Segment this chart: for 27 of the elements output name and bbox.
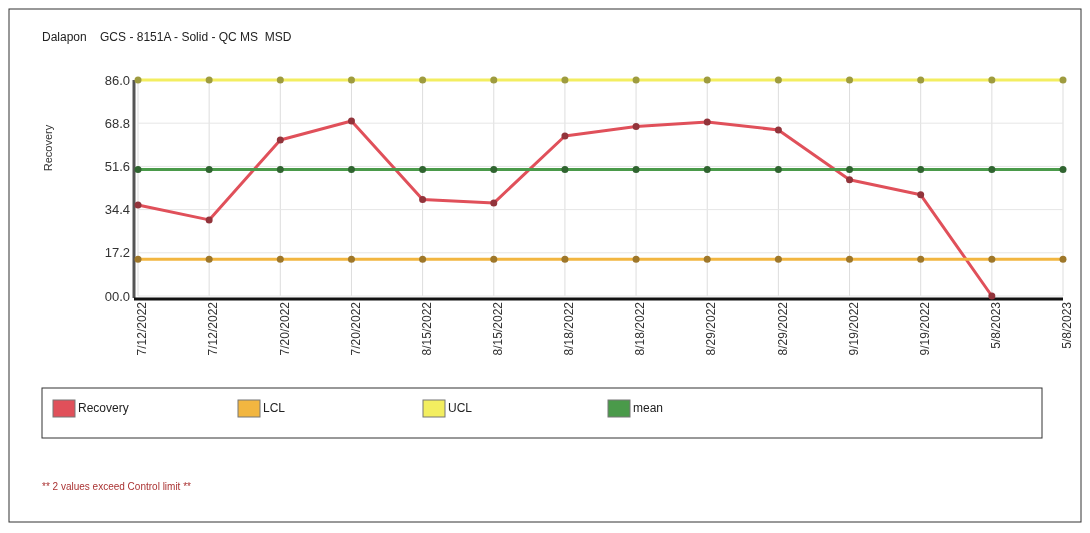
chart-title: Dalapon GCS - 8151A - Solid - QC MS MSD (42, 30, 292, 44)
x-tick-label: 5/8/2023 (989, 301, 1004, 349)
y-tick-label: 51.6 (104, 158, 130, 174)
y-tick-label: 00.0 (104, 288, 130, 304)
y-tick-label: 17.2 (104, 245, 130, 261)
legend-label: Recovery (78, 401, 129, 416)
y-axis-title: Recovery (42, 124, 54, 172)
x-tick-label: 8/15/2022 (490, 301, 505, 356)
x-tick-label: 9/19/2022 (846, 301, 861, 356)
x-tick-label: 9/19/2022 (917, 301, 932, 356)
x-tick-label: 8/15/2022 (419, 301, 434, 356)
x-tick-label: 8/18/2022 (633, 301, 648, 356)
y-tick-label: 34.4 (104, 202, 130, 218)
x-tick-label: 7/12/2022 (206, 301, 221, 356)
x-tick-label: 7/20/2022 (348, 301, 363, 356)
text: ** 2 values exceed Control limit ** (42, 481, 192, 492)
legend-label: mean (633, 401, 664, 416)
legend-label: UCL (448, 401, 473, 416)
x-tick-label: 8/18/2022 (562, 301, 577, 356)
legend-label: LCL (263, 401, 286, 416)
x-tick-label: 5/8/2023 (1060, 301, 1075, 349)
y-tick-label: 68.8 (104, 115, 130, 131)
x-tick-label: 7/20/2022 (277, 301, 292, 356)
x-tick-label: 7/12/2022 (135, 301, 150, 356)
y-tick-label: 86.0 (104, 72, 130, 88)
x-tick-label: 8/29/2022 (775, 301, 790, 356)
x-tick-label: 8/29/2022 (704, 301, 719, 356)
